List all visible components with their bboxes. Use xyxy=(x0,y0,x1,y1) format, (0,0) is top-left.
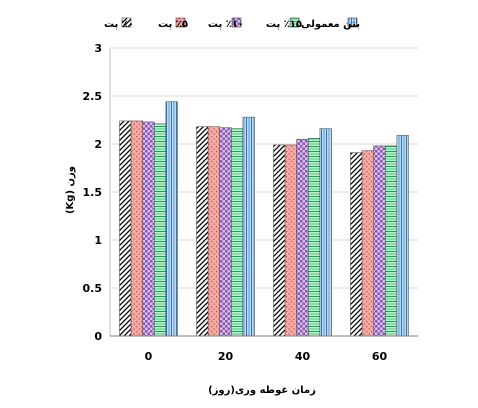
x-axis-title: زمان غوطه وری(روز) xyxy=(208,385,316,396)
bar xyxy=(142,121,155,337)
bar xyxy=(207,126,220,337)
legend: ٪۰ پت ٪۵ پت ٪۱۰ پت ٪۱۵ پت بتن معمولی xyxy=(104,17,360,30)
legend-swatch xyxy=(289,17,300,28)
y-tick-label: 3 xyxy=(94,42,102,55)
bar xyxy=(396,135,409,337)
legend-label: ٪۱۰ پت xyxy=(208,19,244,30)
bar xyxy=(165,101,178,337)
bar xyxy=(350,152,363,337)
y-tick-label: 1.5 xyxy=(83,186,103,199)
bar xyxy=(242,116,255,337)
legend-swatch xyxy=(175,17,186,28)
bar xyxy=(284,144,297,337)
x-tick-label: 20 xyxy=(218,350,234,363)
axis-layer: 0 0.5 1 1.5 2 2.5 3 0 20 40 60 xyxy=(83,42,418,363)
bars-layer xyxy=(119,101,409,337)
y-tick-label: 1 xyxy=(94,234,102,247)
bar xyxy=(231,128,244,337)
bar xyxy=(196,126,209,337)
bar xyxy=(219,127,232,337)
legend-swatch xyxy=(347,17,358,28)
bar xyxy=(296,138,309,337)
bar xyxy=(385,145,398,337)
x-tick-label: 0 xyxy=(145,350,153,363)
bar xyxy=(373,145,386,337)
bar xyxy=(154,123,167,337)
x-tick-label: 60 xyxy=(372,350,388,363)
bar xyxy=(361,150,374,337)
y-tick-label: 0 xyxy=(94,330,102,343)
bar xyxy=(308,137,321,337)
legend-label: ٪۰ پت xyxy=(104,19,134,30)
bar xyxy=(273,144,286,337)
legend-label: بتن معمولی xyxy=(301,19,360,30)
legend-swatch xyxy=(231,17,242,28)
legend-swatch xyxy=(121,17,132,28)
y-tick-label: 0.5 xyxy=(83,282,103,295)
legend-label: ٪۱۵ پت xyxy=(266,19,302,30)
legend-label: ٪۵ پت xyxy=(158,19,188,30)
bar xyxy=(130,120,143,337)
x-tick-label: 40 xyxy=(295,350,311,363)
bar xyxy=(319,128,332,337)
y-tick-label: 2 xyxy=(94,138,102,151)
y-axis-title: (Kg) وزن xyxy=(65,166,76,214)
bar xyxy=(119,120,132,337)
y-tick-label: 2.5 xyxy=(83,90,103,103)
